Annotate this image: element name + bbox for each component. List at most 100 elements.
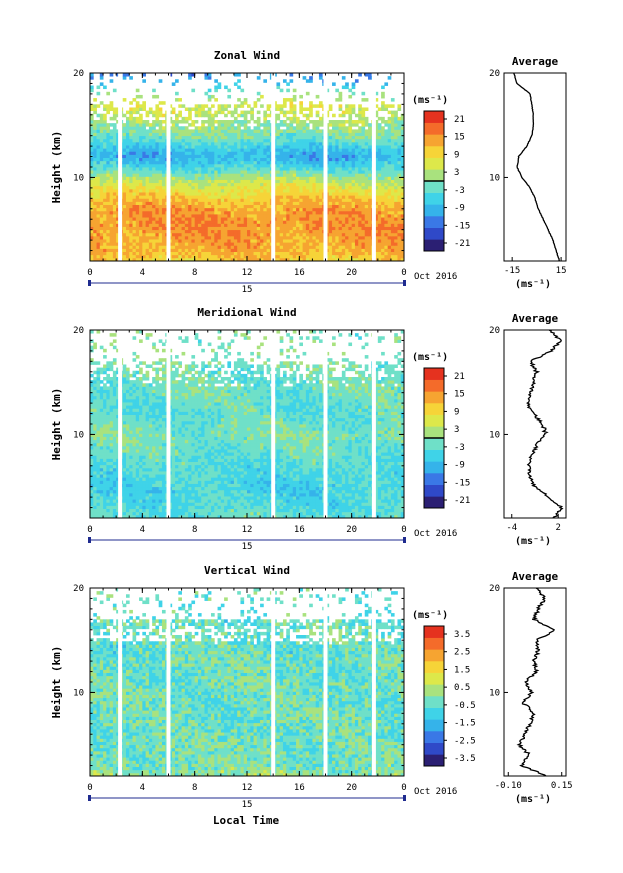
heatmap-cell: [263, 192, 268, 196]
heatmap-cell: [116, 120, 120, 124]
heatmap-cell: [318, 120, 323, 124]
heatmap-cell: [266, 104, 271, 108]
heatmap-cell: [348, 157, 353, 162]
heatmap-cell: [318, 192, 323, 196]
heatmap-cell: [292, 110, 297, 115]
heatmap-cell: [247, 167, 251, 171]
heatmap-cell: [289, 235, 294, 240]
heatmap-cell: [374, 223, 379, 227]
heatmap-cell: [289, 129, 294, 133]
heatmap-cell: [263, 195, 268, 199]
heatmap-cell: [224, 251, 228, 256]
heatmap-cell: [132, 160, 137, 165]
heatmap-cell: [152, 110, 156, 115]
heatmap-cell: [318, 176, 323, 180]
heatmap-cell: [194, 185, 199, 190]
heatmap-cell: [364, 154, 369, 158]
heatmap-cell: [390, 123, 395, 127]
heatmap-cell: [381, 148, 385, 152]
heatmap-cell: [233, 160, 238, 165]
heatmap-cell: [214, 138, 218, 143]
heatmap-cell: [135, 101, 140, 105]
heatmap-cell: [217, 235, 222, 240]
heatmap-cell: [338, 176, 343, 180]
heatmap-cell: [335, 198, 339, 202]
heatmap-cell: [289, 214, 294, 218]
heatmap-cell: [233, 239, 238, 243]
heatmap-cell: [112, 220, 117, 224]
heatmap-cell: [214, 182, 218, 187]
heatmap-cell: [191, 223, 196, 227]
heatmap-cell: [116, 242, 120, 246]
heatmap-cell: [103, 248, 107, 252]
heatmap-cell: [276, 126, 281, 130]
heatmap-cell: [197, 145, 202, 149]
heatmap-cell: [99, 232, 104, 237]
heatmap-cell: [99, 198, 104, 202]
heatmap-cell: [116, 188, 120, 193]
heatmap-cell: [103, 188, 107, 193]
heatmap-cell: [142, 514, 146, 519]
heatmap-cell: [305, 239, 310, 243]
heatmap-cell: [381, 126, 385, 130]
heatmap-cell: [230, 173, 235, 177]
heatmap-cell: [220, 257, 225, 262]
heatmap-cell: [175, 98, 179, 102]
heatmap-cell: [224, 201, 228, 205]
heatmap-cell: [374, 120, 379, 124]
heatmap-cell: [345, 217, 349, 221]
heatmap-cell: [96, 242, 101, 246]
heatmap-cell: [116, 182, 120, 187]
heatmap-cell: [96, 126, 101, 130]
heatmap-cell: [374, 245, 379, 249]
heatmap-cell: [364, 192, 369, 196]
heatmap-cell: [312, 157, 317, 162]
heatmap-cell: [158, 167, 163, 171]
heatmap-cell: [318, 167, 323, 171]
heatmap-cell: [161, 232, 166, 237]
heatmap-cell: [358, 120, 362, 124]
heatmap-cell: [194, 214, 199, 218]
heatmap-cell: [351, 167, 356, 171]
heatmap-cell: [217, 135, 222, 140]
heatmap-cell: [230, 176, 235, 180]
x-tick-label: 8: [192, 268, 197, 278]
heatmap-cell: [99, 126, 104, 130]
heatmap-cell: [374, 110, 379, 115]
heatmap-cell: [309, 214, 313, 218]
heatmap-cell: [289, 245, 294, 249]
heatmap-cell: [358, 195, 362, 199]
heatmap-cell: [122, 176, 127, 180]
heatmap-cell: [263, 251, 268, 256]
heatmap-cell: [266, 182, 271, 187]
heatmap-cell: [247, 188, 251, 193]
heatmap-cell: [106, 160, 111, 165]
heatmap-cell: [112, 116, 117, 121]
heatmap-cell: [135, 204, 140, 209]
heatmap-cell: [384, 207, 389, 212]
heatmap-cell: [338, 163, 343, 168]
heatmap-cell: [368, 185, 372, 190]
heatmap-cell: [230, 135, 235, 140]
heatmap-cell: [377, 107, 382, 111]
heatmap-cell: [109, 145, 114, 149]
heatmap-cell: [394, 254, 398, 259]
heatmap-cell: [93, 179, 97, 184]
heatmap-cell: [296, 123, 300, 127]
heatmap-cell: [214, 214, 218, 218]
heatmap-cell: [122, 254, 127, 259]
heatmap-cell: [397, 107, 402, 111]
heatmap-cell: [332, 239, 336, 243]
heatmap-cell: [188, 154, 192, 158]
heatmap-cell: [233, 173, 238, 177]
heatmap-cell: [377, 167, 382, 171]
heatmap-cell: [191, 251, 196, 256]
heatmap-cell: [296, 157, 300, 162]
heatmap-cell: [152, 176, 156, 180]
heatmap-cell: [345, 214, 349, 218]
heatmap-cell: [253, 201, 258, 205]
heatmap-cell: [240, 88, 245, 93]
heatmap-cell: [145, 223, 150, 227]
heatmap-cell: [302, 135, 307, 140]
heatmap-cell: [240, 154, 245, 158]
